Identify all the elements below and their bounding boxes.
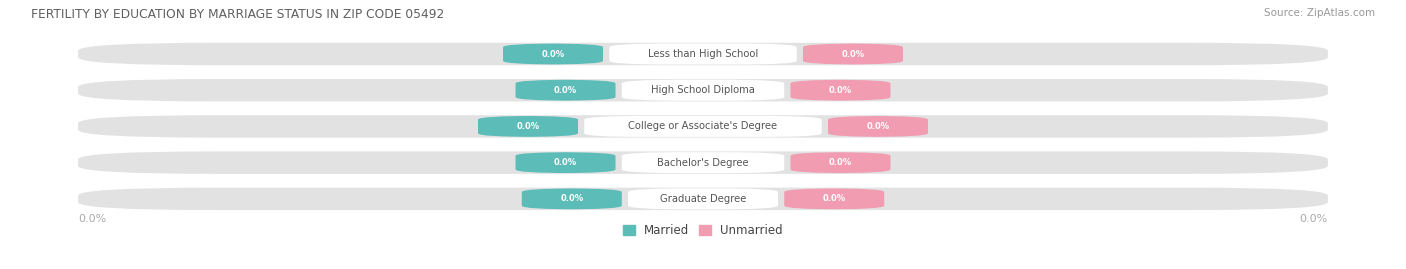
Text: 0.0%: 0.0% <box>79 214 107 224</box>
FancyBboxPatch shape <box>828 116 928 137</box>
Text: Bachelor's Degree: Bachelor's Degree <box>657 158 749 168</box>
FancyBboxPatch shape <box>585 116 821 137</box>
FancyBboxPatch shape <box>79 188 1327 210</box>
Text: 0.0%: 0.0% <box>554 86 576 95</box>
Text: High School Diploma: High School Diploma <box>651 85 755 95</box>
Text: 0.0%: 0.0% <box>516 122 540 131</box>
Text: College or Associate's Degree: College or Associate's Degree <box>628 121 778 132</box>
FancyBboxPatch shape <box>790 80 890 101</box>
Text: 0.0%: 0.0% <box>560 194 583 203</box>
Text: Source: ZipAtlas.com: Source: ZipAtlas.com <box>1264 8 1375 18</box>
Text: Less than High School: Less than High School <box>648 49 758 59</box>
FancyBboxPatch shape <box>785 188 884 209</box>
FancyBboxPatch shape <box>516 80 616 101</box>
Text: 0.0%: 0.0% <box>1299 214 1327 224</box>
FancyBboxPatch shape <box>790 152 890 173</box>
Text: 0.0%: 0.0% <box>554 158 576 167</box>
FancyBboxPatch shape <box>79 115 1327 138</box>
FancyBboxPatch shape <box>516 152 616 173</box>
Text: 0.0%: 0.0% <box>830 158 852 167</box>
FancyBboxPatch shape <box>621 80 785 101</box>
Text: 0.0%: 0.0% <box>866 122 890 131</box>
FancyBboxPatch shape <box>522 188 621 209</box>
FancyBboxPatch shape <box>621 152 785 173</box>
FancyBboxPatch shape <box>503 44 603 65</box>
Text: 0.0%: 0.0% <box>830 86 852 95</box>
Legend: Married, Unmarried: Married, Unmarried <box>623 224 783 237</box>
FancyBboxPatch shape <box>79 43 1327 65</box>
Text: 0.0%: 0.0% <box>841 49 865 58</box>
Text: FERTILITY BY EDUCATION BY MARRIAGE STATUS IN ZIP CODE 05492: FERTILITY BY EDUCATION BY MARRIAGE STATU… <box>31 8 444 21</box>
Text: Graduate Degree: Graduate Degree <box>659 194 747 204</box>
FancyBboxPatch shape <box>628 188 778 209</box>
FancyBboxPatch shape <box>609 44 797 65</box>
Text: 0.0%: 0.0% <box>541 49 565 58</box>
FancyBboxPatch shape <box>79 151 1327 174</box>
FancyBboxPatch shape <box>803 44 903 65</box>
Text: 0.0%: 0.0% <box>823 194 846 203</box>
FancyBboxPatch shape <box>478 116 578 137</box>
FancyBboxPatch shape <box>79 79 1327 101</box>
